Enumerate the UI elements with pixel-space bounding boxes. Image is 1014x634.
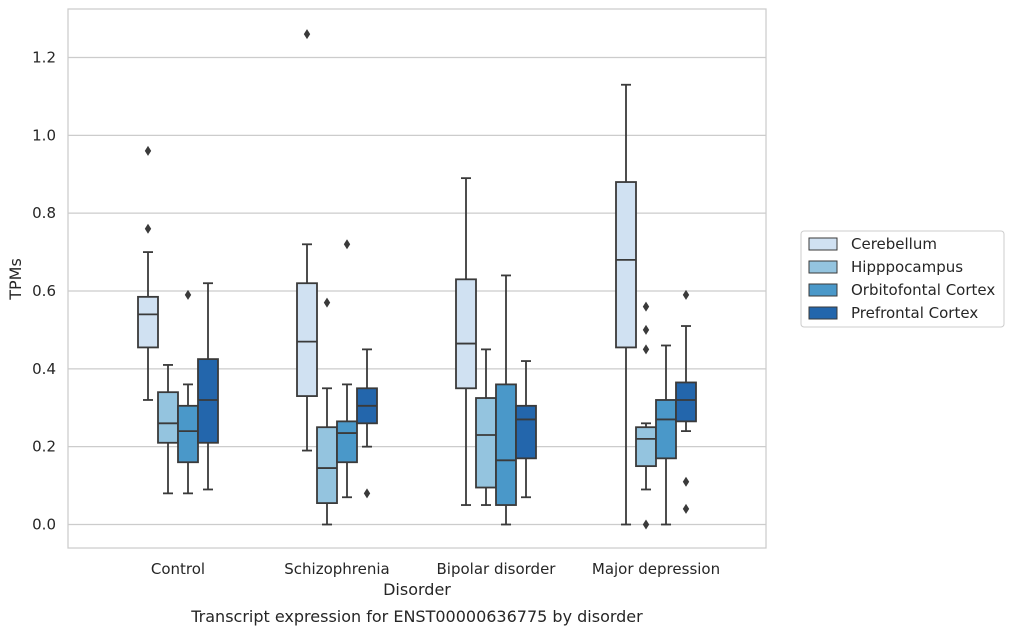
box-3-0 bbox=[197, 282, 219, 491]
outlier-point bbox=[144, 223, 152, 234]
box-1-1 bbox=[316, 297, 338, 526]
box-body bbox=[177, 404, 199, 464]
y-tick-label: 0.8 bbox=[32, 204, 56, 222]
outlier-point bbox=[144, 145, 152, 156]
y-tick-label: 0.6 bbox=[32, 282, 56, 300]
legend-label: Orbitofontal Cortex bbox=[851, 281, 995, 299]
legend-swatch bbox=[808, 260, 838, 274]
legend-label: Hipppocampus bbox=[851, 258, 963, 276]
box-body bbox=[675, 381, 697, 423]
box-2-1 bbox=[336, 239, 358, 499]
box-body bbox=[615, 181, 637, 349]
box-2-3 bbox=[655, 344, 677, 526]
outlier-point bbox=[642, 324, 650, 335]
box-body bbox=[475, 397, 497, 489]
box-body bbox=[455, 278, 477, 390]
box-body bbox=[157, 391, 179, 444]
x-tick-labels: Control Schizophrenia Bipolar disorder Majo… bbox=[151, 560, 720, 578]
outlier-point bbox=[642, 301, 650, 312]
box-3-1 bbox=[356, 348, 378, 499]
outlier-point bbox=[682, 503, 690, 514]
legend-swatch bbox=[808, 237, 838, 251]
x-tick-label: Schizophrenia bbox=[284, 560, 389, 578]
box-0-1 bbox=[296, 29, 318, 452]
box-body bbox=[137, 295, 159, 349]
y-tick-label: 0.0 bbox=[32, 516, 56, 534]
box-0-2 bbox=[455, 177, 477, 506]
y-tick-labels: 0.0 0.2 0.4 0.6 0.8 1.0 1.2 bbox=[32, 49, 56, 534]
outlier-point bbox=[642, 344, 650, 355]
outlier-point bbox=[323, 297, 331, 308]
box-0-3 bbox=[615, 83, 637, 526]
legend-label: Prefrontal Cortex bbox=[851, 304, 978, 322]
y-axis-title: TPMs bbox=[6, 258, 25, 301]
legend-label: Cerebellum bbox=[851, 235, 937, 253]
box-1-3 bbox=[635, 301, 657, 530]
chart-caption: Transcript expression for ENST0000063677… bbox=[190, 607, 643, 626]
x-tick-label: Bipolar disorder bbox=[437, 560, 557, 578]
y-tick-label: 0.2 bbox=[32, 438, 56, 456]
outlier-point bbox=[184, 289, 192, 300]
outlier-point bbox=[363, 488, 371, 499]
legend-frame bbox=[800, 230, 1005, 328]
box-0-0 bbox=[137, 145, 159, 401]
outlier-point bbox=[682, 476, 690, 487]
x-tick-label: Control bbox=[151, 560, 205, 578]
outlier-point bbox=[343, 239, 351, 250]
box-2-0 bbox=[177, 289, 199, 495]
box-body bbox=[655, 399, 677, 460]
outlier-point bbox=[303, 29, 311, 40]
box-body bbox=[336, 420, 358, 464]
boxes-layer bbox=[137, 29, 697, 530]
x-tick-label: Major depression bbox=[592, 560, 720, 578]
legend: Cerebellum Hipppocampus Orbitofontal Corte… bbox=[800, 230, 1005, 328]
box-body bbox=[515, 404, 537, 460]
box-3-2 bbox=[515, 360, 537, 499]
legend-swatch bbox=[808, 306, 838, 320]
box-body bbox=[495, 383, 517, 506]
y-tick-label: 1.0 bbox=[32, 126, 56, 144]
box-body bbox=[197, 358, 219, 444]
box-body bbox=[296, 282, 318, 397]
box-1-2 bbox=[475, 348, 497, 506]
outlier-point bbox=[682, 289, 690, 300]
legend-swatch bbox=[808, 283, 838, 297]
plot-frame bbox=[67, 8, 767, 549]
box-3-3 bbox=[675, 289, 697, 514]
box-1-0 bbox=[157, 364, 179, 495]
box-body bbox=[635, 426, 657, 468]
x-axis-title: Disorder bbox=[383, 580, 451, 599]
y-tick-label: 1.2 bbox=[32, 49, 56, 67]
box-2-2 bbox=[495, 274, 517, 526]
box-body bbox=[316, 426, 338, 504]
y-tick-label: 0.4 bbox=[32, 360, 56, 378]
outlier-point bbox=[642, 519, 650, 530]
